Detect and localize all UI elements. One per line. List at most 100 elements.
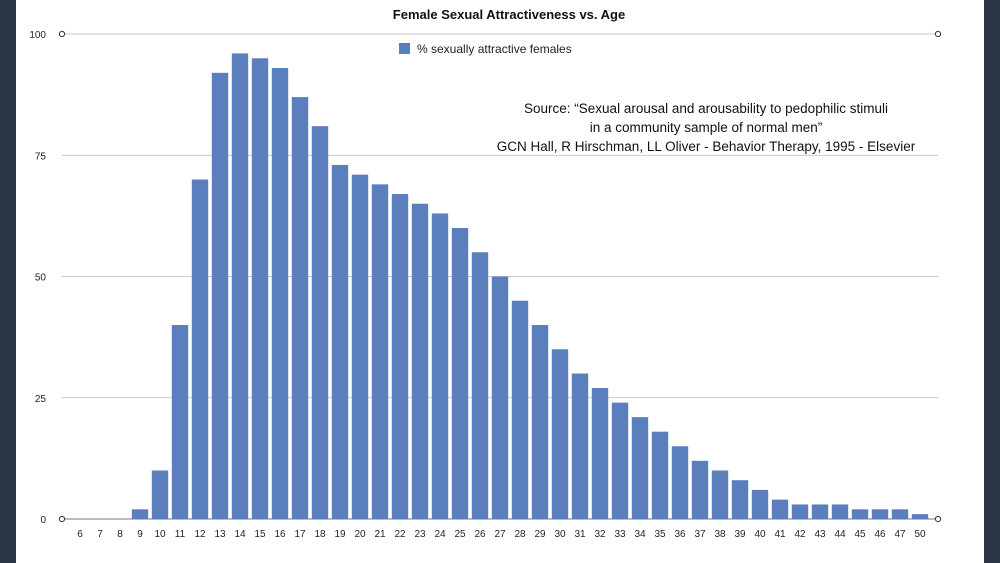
x-tick-label: 20 [354,529,366,540]
bars [131,53,929,520]
bar-23 [411,203,429,519]
bar-29 [531,325,549,519]
x-tick-label: 39 [734,529,746,540]
x-tick-label: 14 [234,529,246,540]
bar-9 [131,509,149,519]
x-tick-label: 27 [494,529,506,540]
bar-26 [471,252,489,519]
bar-43 [811,504,829,519]
bar-40 [751,489,769,519]
source-line-2: in a community sample of normal men” [590,120,823,135]
bar-14 [231,53,249,520]
x-tick-label: 25 [454,529,466,540]
legend: % sexually attractive females [399,42,572,56]
x-tick-label: 43 [814,529,826,540]
x-tick-label: 32 [594,529,606,540]
y-tick-label: 25 [35,394,47,405]
y-axis-ticks: 0 25 50 75 100 [29,30,46,526]
x-tick-label: 42 [794,529,806,540]
axis-end-marker [58,515,66,523]
source-line-1: Source: “Sexual arousal and arousability… [524,101,888,116]
x-tick-label: 35 [654,529,666,540]
source-line-3: GCN Hall, R Hirschman, LL Oliver - Behav… [497,139,916,154]
bar-19 [331,164,349,519]
x-tick-label: 31 [574,529,586,540]
x-tick-label: 47 [894,529,906,540]
x-tick-label: 21 [374,529,386,540]
x-tick-label: 40 [754,529,766,540]
x-tick-label: 30 [554,529,566,540]
bar-20 [351,174,369,519]
chart-title: Female Sexual Attractiveness vs. Age [393,7,625,22]
x-tick-label: 7 [97,529,103,540]
bar-37 [691,460,709,519]
y-tick-label: 75 [35,151,47,162]
x-tick-label: 24 [434,529,446,540]
x-tick-label: 18 [314,529,326,540]
x-tick-label: 29 [534,529,546,540]
legend-label: % sexually attractive females [417,42,572,56]
bar-13 [211,72,229,520]
x-tick-label: 12 [194,529,206,540]
bar-31 [571,373,589,519]
x-tick-label: 45 [854,529,866,540]
bar-39 [731,480,749,519]
x-tick-label: 26 [474,529,486,540]
x-tick-label: 33 [614,529,626,540]
x-axis-ticks: 6 7 8 9 10 11 12 13 14 15 16 17 18 19 20 21 22 23 24 25 26 27… [77,529,926,540]
chart-frame: Female Sexual Attractiveness vs. Age 0 25… [16,0,984,563]
bar-32 [591,388,609,519]
y-tick-label: 100 [29,30,46,41]
bar-18 [311,126,329,520]
x-tick-label: 8 [117,529,123,540]
bar-21 [371,184,389,519]
x-tick-label: 50 [914,529,926,540]
x-tick-label: 10 [154,529,166,540]
bar-35 [651,431,669,519]
bar-45 [851,509,869,519]
bar-46 [871,509,889,519]
source-annotation: Source: “Sexual arousal and arousability… [497,101,916,154]
bar-24 [431,213,449,519]
x-tick-label: 22 [394,529,406,540]
x-tick-label: 17 [294,529,306,540]
bar-38 [711,470,729,519]
bar-11 [171,325,189,519]
bar-34 [631,417,649,519]
bar-12 [191,179,209,519]
x-tick-label: 28 [514,529,526,540]
x-tick-label: 41 [774,529,786,540]
bar-chart: Female Sexual Attractiveness vs. Age 0 25… [29,7,942,540]
axis-end-marker [58,30,66,38]
x-tick-label: 38 [714,529,726,540]
bar-15 [251,58,269,519]
bar-17 [291,97,309,520]
bar-22 [391,194,409,520]
x-tick-label: 13 [214,529,226,540]
y-tick-label: 50 [35,273,47,284]
axis-end-marker [934,515,942,523]
bar-33 [611,402,629,519]
x-tick-label: 36 [674,529,686,540]
x-tick-label: 9 [137,529,143,540]
x-tick-label: 44 [834,529,846,540]
x-tick-label: 16 [274,529,286,540]
x-tick-label: 6 [77,529,83,540]
bar-36 [671,446,689,519]
bar-50 [911,514,929,519]
x-tick-label: 37 [694,529,706,540]
bar-25 [451,228,469,519]
x-tick-label: 23 [414,529,426,540]
x-tick-label: 11 [175,529,186,540]
bar-30 [551,349,569,519]
bar-27 [491,276,509,519]
x-tick-label: 46 [874,529,886,540]
bar-28 [511,300,529,519]
x-tick-label: 19 [334,529,346,540]
x-tick-label: 15 [254,529,266,540]
bar-47 [891,509,909,519]
bar-10 [151,470,169,519]
bar-44 [831,504,849,519]
y-tick-label: 0 [40,515,46,526]
bar-41 [771,499,789,519]
